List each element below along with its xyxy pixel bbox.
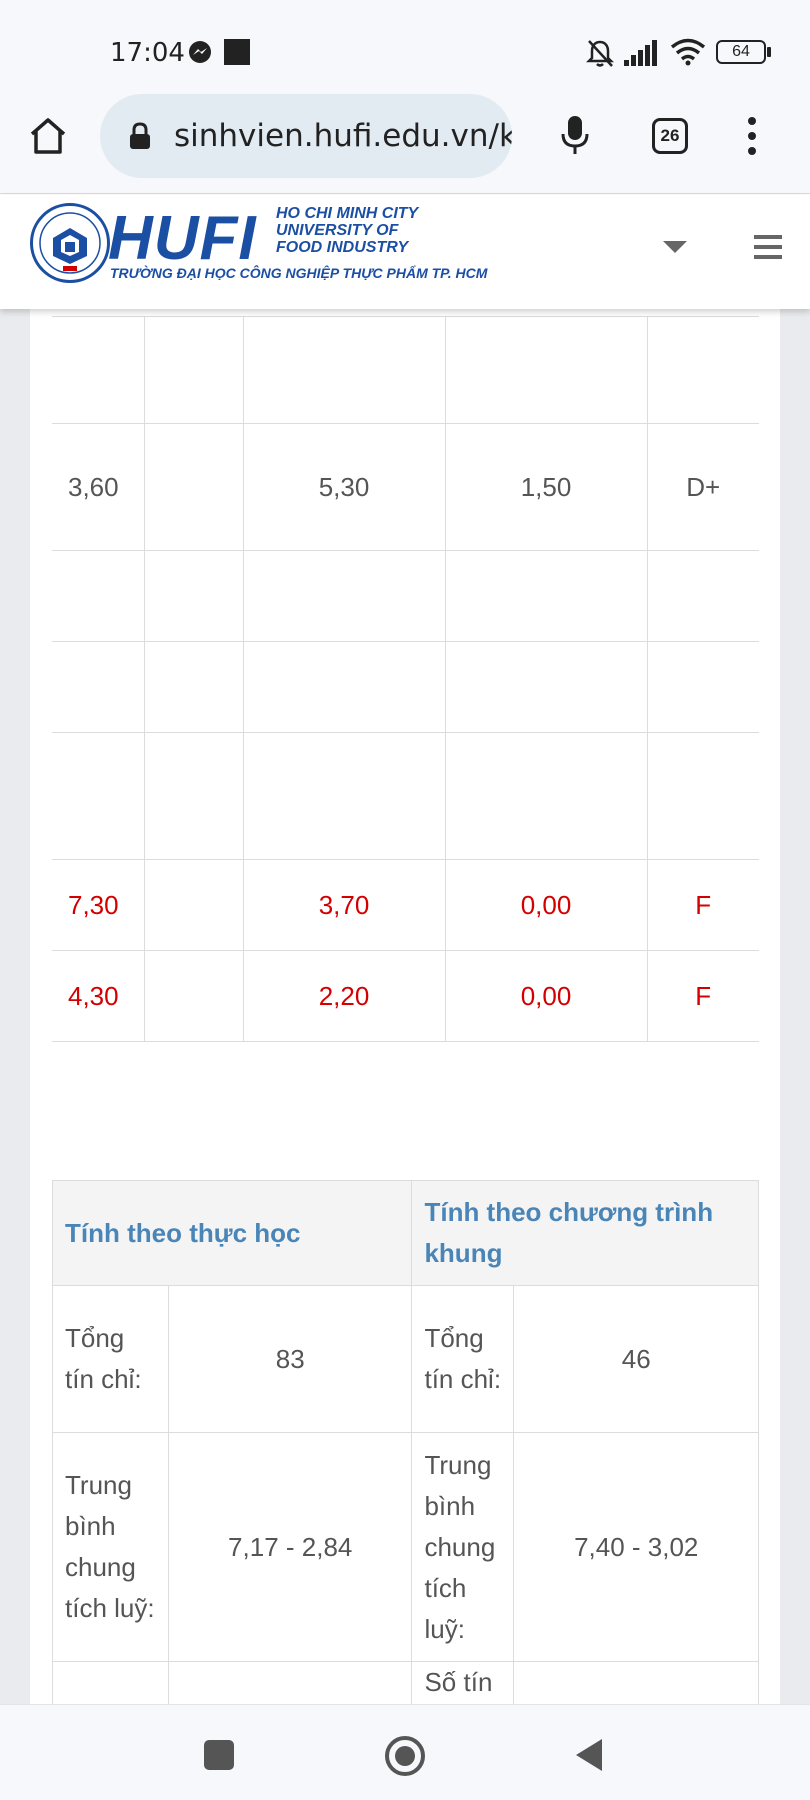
recents-button[interactable]	[204, 1740, 234, 1770]
summary-value	[167, 1661, 413, 1704]
back-button[interactable]	[574, 1738, 604, 1772]
dropdown-caret-icon[interactable]	[662, 239, 688, 255]
summary-header-program: Tính theo chương trình khung	[411, 1180, 759, 1286]
grade-cell: 3,60	[52, 423, 145, 551]
home-button[interactable]	[384, 1735, 426, 1777]
grade-cell: 4,30	[52, 950, 145, 1042]
grade-row: 3,60 5,30 1,50 D+	[52, 423, 759, 551]
battery-icon: 64	[716, 40, 766, 64]
summary-value	[513, 1661, 759, 1704]
grade-cell: 1,50	[444, 423, 648, 551]
university-seal[interactable]	[30, 203, 110, 283]
seal-emblem-icon	[39, 212, 101, 274]
grade-row: 4,30 2,20 0,00 F	[52, 950, 759, 1042]
grade-cell	[52, 550, 145, 642]
grade-cell	[143, 859, 244, 951]
grade-cell: 3,70	[242, 859, 446, 951]
grade-cell	[444, 641, 648, 733]
grade-cell	[646, 316, 759, 424]
bell-muted-icon	[586, 40, 614, 67]
address-bar[interactable]: sinhvien.hufi.edu.vn/k	[100, 94, 512, 178]
grade-cell	[52, 641, 145, 733]
grade-cell	[646, 550, 759, 642]
wifi-icon	[670, 38, 706, 66]
grade-cell	[444, 316, 648, 424]
grade-cell: 2,20	[242, 950, 446, 1042]
battery-tip	[767, 47, 771, 57]
summary-label: Trung bình chung tích luỹ:	[411, 1432, 515, 1662]
grade-cell	[143, 641, 244, 733]
more-menu-icon[interactable]	[744, 116, 760, 156]
microphone-icon[interactable]	[560, 114, 590, 156]
grade-cell	[444, 732, 648, 860]
battery-level: 64	[732, 43, 750, 60]
grade-cell	[143, 732, 244, 860]
grade-cell: F	[646, 950, 759, 1042]
grade-cell: 0,00	[444, 950, 648, 1042]
grade-row	[52, 732, 759, 860]
signal-icon	[624, 40, 657, 66]
summary-value: 7,17 - 2,84	[167, 1432, 413, 1662]
grade-cell	[646, 732, 759, 860]
tab-count: 26	[660, 126, 680, 145]
status-bar: 17:04 64	[0, 0, 810, 92]
grade-row	[52, 316, 759, 424]
grade-cell	[242, 732, 446, 860]
site-header: HUFI HO CHI MINH CITY UNIVERSITY OF FOOD…	[0, 195, 810, 309]
grade-cell	[143, 550, 244, 642]
messenger-icon	[189, 41, 211, 63]
summary-value: 46	[513, 1285, 759, 1433]
grade-cell	[646, 641, 759, 733]
grade-cell	[444, 550, 648, 642]
grade-cell	[143, 316, 244, 424]
logo-line-2: UNIVERSITY OF	[276, 222, 399, 239]
summary-value: 7,40 - 3,02	[513, 1432, 759, 1662]
grade-cell	[143, 423, 244, 551]
browser-toolbar: sinhvien.hufi.edu.vn/k 26	[0, 92, 810, 194]
status-time: 17:04	[110, 38, 185, 68]
grade-cell: 5,30	[242, 423, 446, 551]
system-nav-bar	[0, 1704, 810, 1800]
summary-row: Tổng tín chỉ: 83 Tổng tín chỉ: 46	[52, 1285, 759, 1433]
summary-value: 83	[167, 1285, 413, 1433]
home-icon[interactable]	[28, 116, 68, 156]
grade-row	[52, 641, 759, 733]
summary-table: Tính theo thực học Tính theo chương trìn…	[51, 1180, 759, 1704]
summary-row: Trung bình chung tích luỹ: 7,17 - 2,84 T…	[52, 1432, 759, 1662]
summary-label	[52, 1661, 169, 1704]
logo-vietnamese-name: TRƯỜNG ĐẠI HỌC CÔNG NGHIỆP THỰC PHẨM TP.…	[110, 265, 488, 281]
summary-label: Số tín	[411, 1661, 515, 1704]
grades-card: 3,60 5,30 1,50 D+ 7,30 3,70 0,00 F 4,30 2,20 0,00 F…	[30, 309, 780, 1704]
logo-line-3: FOOD INDUSTRY	[276, 239, 409, 256]
lock-icon	[130, 122, 150, 149]
notification-square-icon	[224, 39, 250, 65]
page-content[interactable]: 3,60 5,30 1,50 D+ 7,30 3,70 0,00 F 4,30 2,20 0,00 F…	[0, 309, 810, 1704]
hamburger-menu-icon[interactable]	[754, 235, 782, 259]
grade-cell	[242, 316, 446, 424]
logo-line-1: HO CHI MINH CITY	[276, 205, 419, 222]
grade-cell	[52, 316, 145, 424]
grade-cell	[143, 950, 244, 1042]
summary-header-actual: Tính theo thực học	[51, 1180, 413, 1286]
url-text[interactable]: sinhvien.hufi.edu.vn/k	[174, 118, 512, 154]
grades-table: 3,60 5,30 1,50 D+ 7,30 3,70 0,00 F 4,30 2,20 0,00 F	[52, 316, 759, 1042]
summary-label: Tổng tín chỉ:	[411, 1285, 515, 1433]
grade-cell: 7,30	[52, 859, 145, 951]
summary-label: Tổng tín chỉ:	[52, 1285, 169, 1433]
logo-wordmark[interactable]: HUFI	[108, 204, 257, 273]
grade-cell: 0,00	[444, 859, 648, 951]
grade-cell	[242, 550, 446, 642]
grade-row: 7,30 3,70 0,00 F	[52, 859, 759, 951]
grade-cell	[242, 641, 446, 733]
summary-row: Số tín	[52, 1661, 759, 1704]
summary-label: Trung bình chung tích luỹ:	[52, 1432, 169, 1662]
grade-cell: F	[646, 859, 759, 951]
grade-row	[52, 550, 759, 642]
tab-switcher-button[interactable]: 26	[652, 118, 688, 154]
grade-cell	[52, 732, 145, 860]
grade-cell: D+	[646, 423, 759, 551]
